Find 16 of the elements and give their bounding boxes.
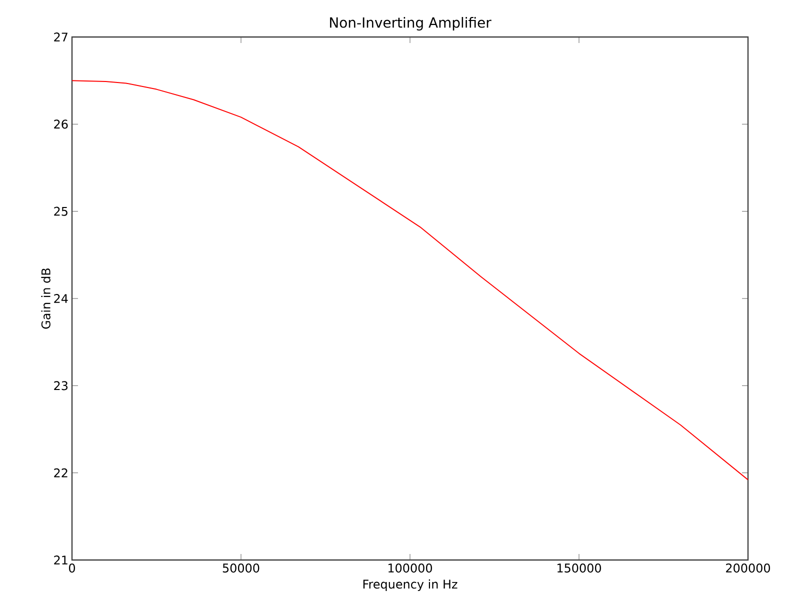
y-tick-label: 23	[54, 381, 68, 390]
x-tick-label: 200000	[726, 564, 770, 573]
y-axis-title: Gain in dB	[41, 268, 50, 329]
line-series	[72, 80, 748, 480]
y-tick-label: 25	[54, 206, 68, 216]
x-tick-label: 50000	[222, 564, 260, 573]
y-tick-label: 24	[54, 294, 68, 303]
y-tick-label: 26	[54, 120, 68, 129]
y-tick-label: 21	[54, 556, 68, 564]
y-tick-label: 27	[54, 32, 68, 42]
x-tick-label: 0	[68, 564, 76, 573]
x-axis-title: Frequency in Hz	[363, 579, 458, 591]
y-tick-label: 22	[54, 468, 68, 478]
x-tick-label: 150000	[558, 564, 602, 573]
chart-title: Non-Inverting Amplifier	[330, 17, 492, 31]
x-tick-label: 100000	[388, 564, 432, 573]
